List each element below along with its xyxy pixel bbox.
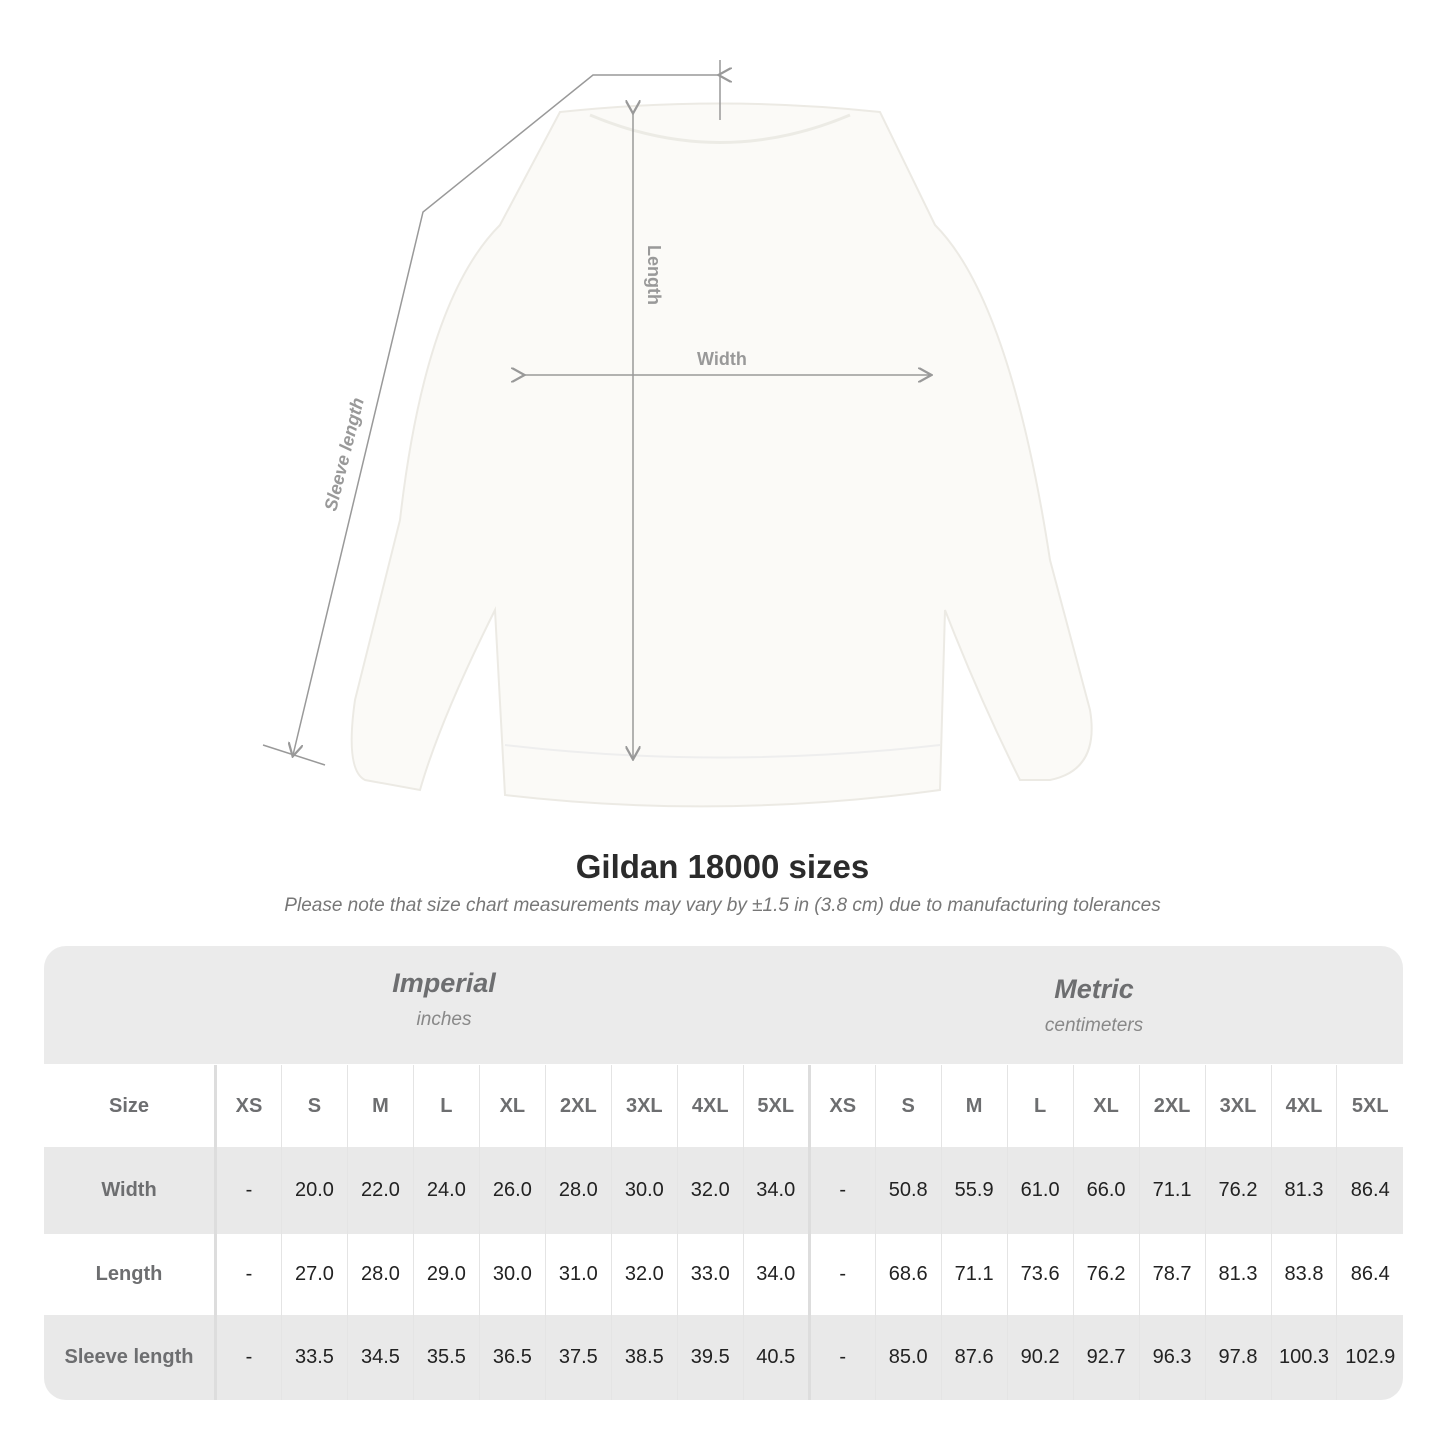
width-label: Width [697,349,747,369]
imperial-size-header: XL [478,1065,546,1147]
table-row: Sleeve length -33.5 34.5 35.5 36.5 37.5 38.5 39… [44,1315,1403,1400]
metric-value-cell: 71.1 [940,1234,1008,1315]
metric-value-cell: 78.7 [1138,1234,1206,1315]
metric-value-cell: - [807,1147,876,1234]
imperial-value-cell: 31.0 [544,1234,612,1315]
imperial-size-header: L [412,1065,480,1147]
imperial-value-cell: 30.0 [478,1234,546,1315]
metric-size-header: S [874,1065,942,1147]
sleeve-length-label: Sleeve length [320,396,367,513]
metric-value-cell: 81.3 [1204,1234,1271,1315]
row-label: Width [44,1147,217,1234]
metric-value-cell: 83.8 [1270,1234,1337,1315]
table-row: Width -20.0 22.0 24.0 26.0 28.0 30.0 32.0 34.0-5… [44,1147,1403,1234]
imperial-size-header: 5XL [742,1065,810,1147]
imperial-size-header: M [346,1065,414,1147]
imperial-title: Imperial [392,968,496,998]
imperial-value-cell: 34.0 [742,1234,810,1315]
metric-value-cell: 90.2 [1006,1315,1074,1400]
metric-value-cell: 97.8 [1204,1315,1271,1400]
metric-value-cell: 96.3 [1138,1315,1206,1400]
imperial-value-cell: 24.0 [412,1147,480,1234]
metric-value-cell: 55.9 [940,1147,1008,1234]
metric-value-cell: - [807,1315,876,1400]
metric-value-cell: - [807,1234,876,1315]
imperial-value-cell: 22.0 [346,1147,414,1234]
metric-size-header: XS [807,1065,876,1147]
metric-size-header: XL [1072,1065,1140,1147]
imperial-value-cell: 34.5 [346,1315,414,1400]
metric-value-cell: 86.4 [1336,1234,1403,1315]
metric-value-cell: 68.6 [874,1234,942,1315]
metric-size-header: M [940,1065,1008,1147]
imperial-value-cell: 38.5 [610,1315,678,1400]
metric-value-cell: 73.6 [1006,1234,1074,1315]
imperial-size-header: 2XL [544,1065,612,1147]
imperial-value-cell: 20.0 [280,1147,348,1234]
imperial-value-cell: 39.5 [676,1315,744,1400]
sweatshirt-image [350,102,1093,808]
metric-value-cell: 76.2 [1204,1147,1271,1234]
imperial-size-header: 4XL [676,1065,744,1147]
metric-value-cell: 86.4 [1336,1147,1403,1234]
imperial-value-cell: 36.5 [478,1315,546,1400]
sleeve-arrow [293,75,720,755]
imperial-value-cell: 27.0 [280,1234,348,1315]
imperial-value-cell: 28.0 [346,1234,414,1315]
size-header-row: Size XS S M L XL 2XL 3XL 4XL 5XL XS S M L XL 2XL 3XL 4XL 5… [44,1065,1403,1147]
imperial-value-cell: 30.0 [610,1147,678,1234]
metric-size-header: 2XL [1138,1065,1206,1147]
metric-header: Metric centimeters [754,974,1403,1037]
tolerance-note: Please note that size chart measurements… [284,895,1161,916]
metric-value-cell: 61.0 [1006,1147,1074,1234]
imperial-value-cell: 35.5 [412,1315,480,1400]
imperial-value-cell: 37.5 [544,1315,612,1400]
size-table-card: Imperial inches Metric centimeters Size X… [44,946,1403,1400]
imperial-value-cell: 32.0 [610,1234,678,1315]
imperial-value-cell: 33.0 [676,1234,744,1315]
metric-value-cell: 102.9 [1336,1315,1403,1400]
unit-header-band: Imperial inches Metric centimeters [44,946,1403,1064]
metric-value-cell: 92.7 [1072,1315,1140,1400]
imperial-size-header: 3XL [610,1065,678,1147]
metric-value-cell: 66.0 [1072,1147,1140,1234]
imperial-size-header: S [280,1065,348,1147]
metric-value-cell: 50.8 [874,1147,942,1234]
size-table: Size XS S M L XL 2XL 3XL 4XL 5XL XS S M L XL 2XL 3XL 4XL 5… [44,1065,1403,1400]
imperial-value-cell: 28.0 [544,1147,612,1234]
imperial-size-header: XS [215,1065,282,1147]
size-header: Size [44,1065,217,1147]
imperial-value-cell: 33.5 [280,1315,348,1400]
imperial-value-cell: - [215,1315,282,1400]
metric-value-cell: 100.3 [1270,1315,1337,1400]
imperial-value-cell: 34.0 [742,1147,810,1234]
metric-unit: centimeters [1044,1015,1144,1036]
imperial-value-cell: 29.0 [412,1234,480,1315]
table-row: Length -27.0 28.0 29.0 30.0 31.0 32.0 33.0 34.0-… [44,1234,1403,1315]
chart-title: Gildan 18000 sizes [575,848,870,885]
metric-value-cell: 71.1 [1138,1147,1206,1234]
metric-size-header: 4XL [1270,1065,1337,1147]
imperial-value-cell: - [215,1147,282,1234]
metric-size-header: 5XL [1336,1065,1403,1147]
metric-title: Metric [1054,974,1134,1004]
sweatshirt-diagram: Length Width Sleeve length [262,60,1093,808]
metric-value-cell: 87.6 [940,1315,1008,1400]
metric-value-cell: 76.2 [1072,1234,1140,1315]
length-label: Length [644,245,664,305]
imperial-value-cell: 32.0 [676,1147,744,1234]
imperial-value-cell: 40.5 [742,1315,810,1400]
metric-value-cell: 85.0 [874,1315,942,1400]
imperial-value-cell: - [215,1234,282,1315]
imperial-header: Imperial inches [104,968,784,1031]
row-label: Length [44,1234,217,1315]
row-label: Sleeve length [44,1315,217,1400]
imperial-unit: inches [416,1009,472,1030]
metric-size-header: 3XL [1204,1065,1271,1147]
metric-size-header: L [1006,1065,1074,1147]
imperial-value-cell: 26.0 [478,1147,546,1234]
metric-value-cell: 81.3 [1270,1147,1337,1234]
